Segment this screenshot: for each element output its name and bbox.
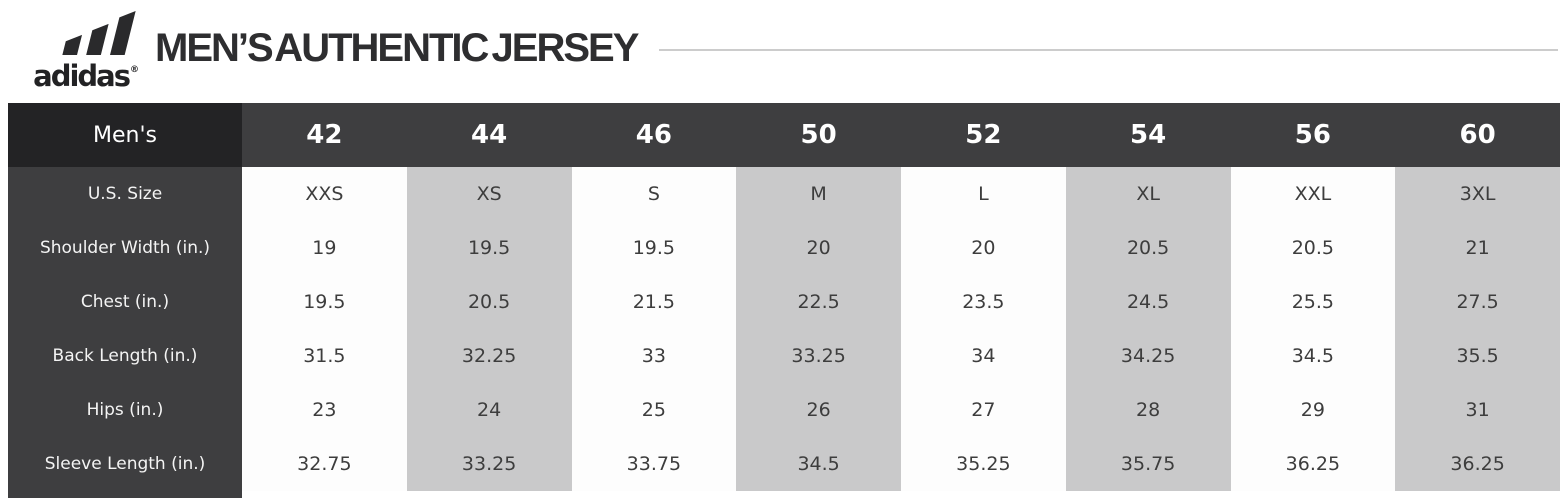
size-value-cell: XS xyxy=(406,167,572,221)
row-label: Shoulder Width (in.) xyxy=(8,221,242,275)
size-column-header: 42 xyxy=(242,103,407,167)
size-value-cell: 36.25 xyxy=(1230,437,1396,491)
size-value-cell: 22.5 xyxy=(736,275,901,329)
size-value-cell: 31.5 xyxy=(242,329,407,383)
size-value-cell: 20.5 xyxy=(406,275,572,329)
size-value-cell: 33.75 xyxy=(571,437,737,491)
size-value-cell: 33.25 xyxy=(736,329,901,383)
size-value-cell: 31 xyxy=(1395,383,1560,437)
adidas-wordmark: adidas® xyxy=(33,55,139,91)
size-value-cell: 23.5 xyxy=(901,275,1066,329)
size-value-cell: 19 xyxy=(242,221,407,275)
size-value-cell: 20 xyxy=(901,221,1066,275)
size-column-header: 56 xyxy=(1230,103,1396,167)
row-label: Sleeve Length (in.) xyxy=(8,437,242,491)
size-value-cell: 25.5 xyxy=(1230,275,1396,329)
size-value-cell: L xyxy=(901,167,1066,221)
size-value-cell: 32.75 xyxy=(242,437,407,491)
size-value-cell: 35.25 xyxy=(901,437,1066,491)
size-value-cell: 20.5 xyxy=(1230,221,1396,275)
size-value-cell: S xyxy=(571,167,737,221)
size-value-cell: XL xyxy=(1065,167,1231,221)
size-value-cell: 24 xyxy=(406,383,572,437)
size-value-cell: 27.5 xyxy=(1395,275,1560,329)
header: adidas® MEN’S AUTHENTIC JERSEY xyxy=(0,0,1566,96)
size-value-cell: M xyxy=(736,167,901,221)
size-value-cell: 34.5 xyxy=(1230,329,1396,383)
size-value-cell: 19.5 xyxy=(242,275,407,329)
adidas-stripes-icon xyxy=(62,11,136,55)
size-value-cell: 20 xyxy=(736,221,901,275)
size-value-cell: 19.5 xyxy=(571,221,737,275)
size-column-header: 46 xyxy=(571,103,737,167)
size-column-header: 44 xyxy=(406,103,572,167)
adidas-wordmark-text: adidas xyxy=(33,59,131,93)
size-value-cell: 21 xyxy=(1395,221,1560,275)
registered-trademark: ® xyxy=(130,65,139,75)
size-value-cell: 29 xyxy=(1230,383,1396,437)
size-column-header: 54 xyxy=(1065,103,1231,167)
size-value-cell: XXL xyxy=(1230,167,1396,221)
size-value-cell: 19.5 xyxy=(406,221,572,275)
size-value-cell: 26 xyxy=(736,383,901,437)
size-value-cell: 32.25 xyxy=(406,329,572,383)
size-value-cell: 34 xyxy=(901,329,1066,383)
size-value-cell: 23 xyxy=(242,383,407,437)
size-value-cell: 35.5 xyxy=(1395,329,1560,383)
title-divider-line xyxy=(659,49,1558,51)
table-corner-mens: Men's xyxy=(8,103,242,167)
row-label: U.S. Size xyxy=(8,167,242,221)
size-table: Men's 42 44 46 50 52 54 56 60 U.S. Size XXS XS S M L XL… xyxy=(8,103,1560,498)
size-value-cell: 35.75 xyxy=(1065,437,1231,491)
size-column-header: 60 xyxy=(1395,103,1560,167)
size-value-cell: 34.5 xyxy=(736,437,901,491)
size-value-cell: 25 xyxy=(571,383,737,437)
size-value-cell: 33 xyxy=(571,329,737,383)
size-value-cell: 24.5 xyxy=(1065,275,1231,329)
size-value-cell: XXS xyxy=(242,167,407,221)
size-value-cell: 34.25 xyxy=(1065,329,1231,383)
adidas-logo: adidas® xyxy=(33,11,139,91)
size-value-cell: 20.5 xyxy=(1065,221,1231,275)
size-value-cell: 27 xyxy=(901,383,1066,437)
row-label: Hips (in.) xyxy=(8,383,242,437)
label-column-footer xyxy=(8,491,242,498)
row-label: Back Length (in.) xyxy=(8,329,242,383)
size-value-cell: 33.25 xyxy=(406,437,572,491)
size-value-cell: 3XL xyxy=(1395,167,1560,221)
page-title: MEN’S AUTHENTIC JERSEY xyxy=(155,25,639,70)
row-label: Chest (in.) xyxy=(8,275,242,329)
size-column-header: 50 xyxy=(736,103,901,167)
size-value-cell: 21.5 xyxy=(571,275,737,329)
size-value-cell: 36.25 xyxy=(1395,437,1560,491)
size-column-header: 52 xyxy=(901,103,1066,167)
size-value-cell: 28 xyxy=(1065,383,1231,437)
